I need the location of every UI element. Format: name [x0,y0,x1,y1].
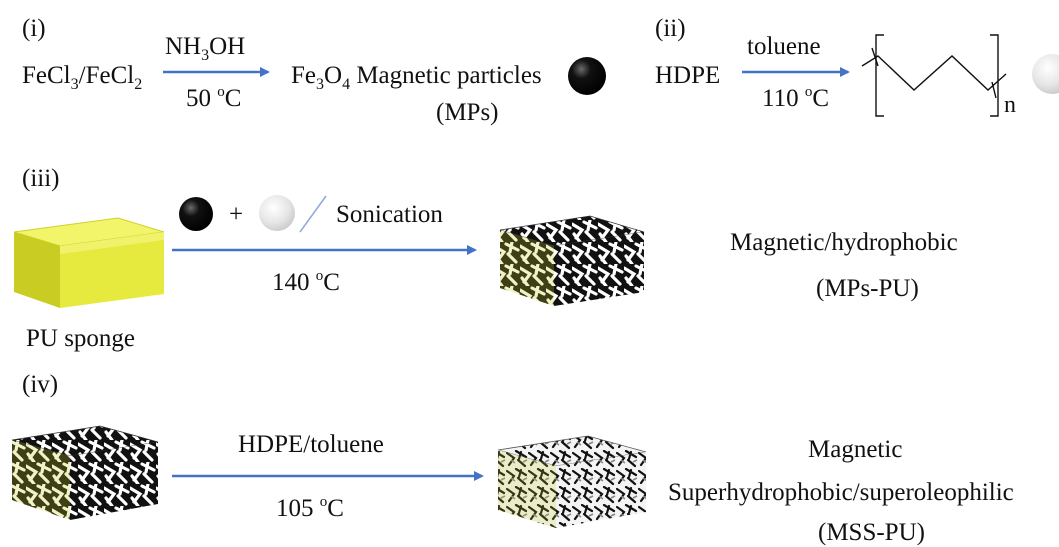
reactant-iron-chlorides: FeCl3/FeCl2 [22,62,142,93]
product-magnetite: Fe3O4 Magnetic particles [291,62,542,93]
plus-sign: + [229,201,243,228]
step-label-ii: (ii) [655,15,686,42]
repeat-unit-n: n [1004,92,1016,118]
polyethylene-structure [861,34,1007,117]
white-particle-icon [1032,54,1059,94]
white-particle-icon-iii [259,195,295,231]
product-abbreviation: (MPs) [436,99,499,126]
reactant-hdpe: HDPE [655,62,720,89]
temperature-iii: 140 oC [272,268,340,296]
step-label-iii: (iii) [22,165,60,192]
temperature-i: 50 oC [186,84,241,112]
step-label-iv: (iv) [22,371,58,398]
result-iii-line1: Magnetic/hydrophobic [730,229,958,256]
step-label-i: (i) [22,15,46,42]
mss-pu-sponge-image [497,435,647,528]
slash-divider [299,195,327,233]
pu-sponge-image [13,217,165,308]
mps-pu-sponge-image [499,215,645,306]
result-iv-line2: Superhydrophobic/superoleophilic [668,479,1014,506]
reagent-hdpe-toluene: HDPE/toluene [238,431,384,458]
sonication-label: Sonication [336,201,443,228]
temperature-ii: 110 oC [762,84,829,112]
pu-sponge-label: PU sponge [26,325,135,352]
mps-pu-sponge-input-image [11,425,159,520]
black-particle-icon [568,57,606,95]
result-iii-line2: (MPs-PU) [816,275,919,302]
result-iv-line1: Magnetic [808,436,902,463]
result-iv-line3: (MSS-PU) [818,519,925,546]
reagent-ammonium-hydroxide: NH3OH [165,33,245,64]
solvent-toluene: toluene [747,33,821,60]
temperature-iv: 105 oC [276,494,344,522]
black-particle-icon-iii [179,197,213,231]
